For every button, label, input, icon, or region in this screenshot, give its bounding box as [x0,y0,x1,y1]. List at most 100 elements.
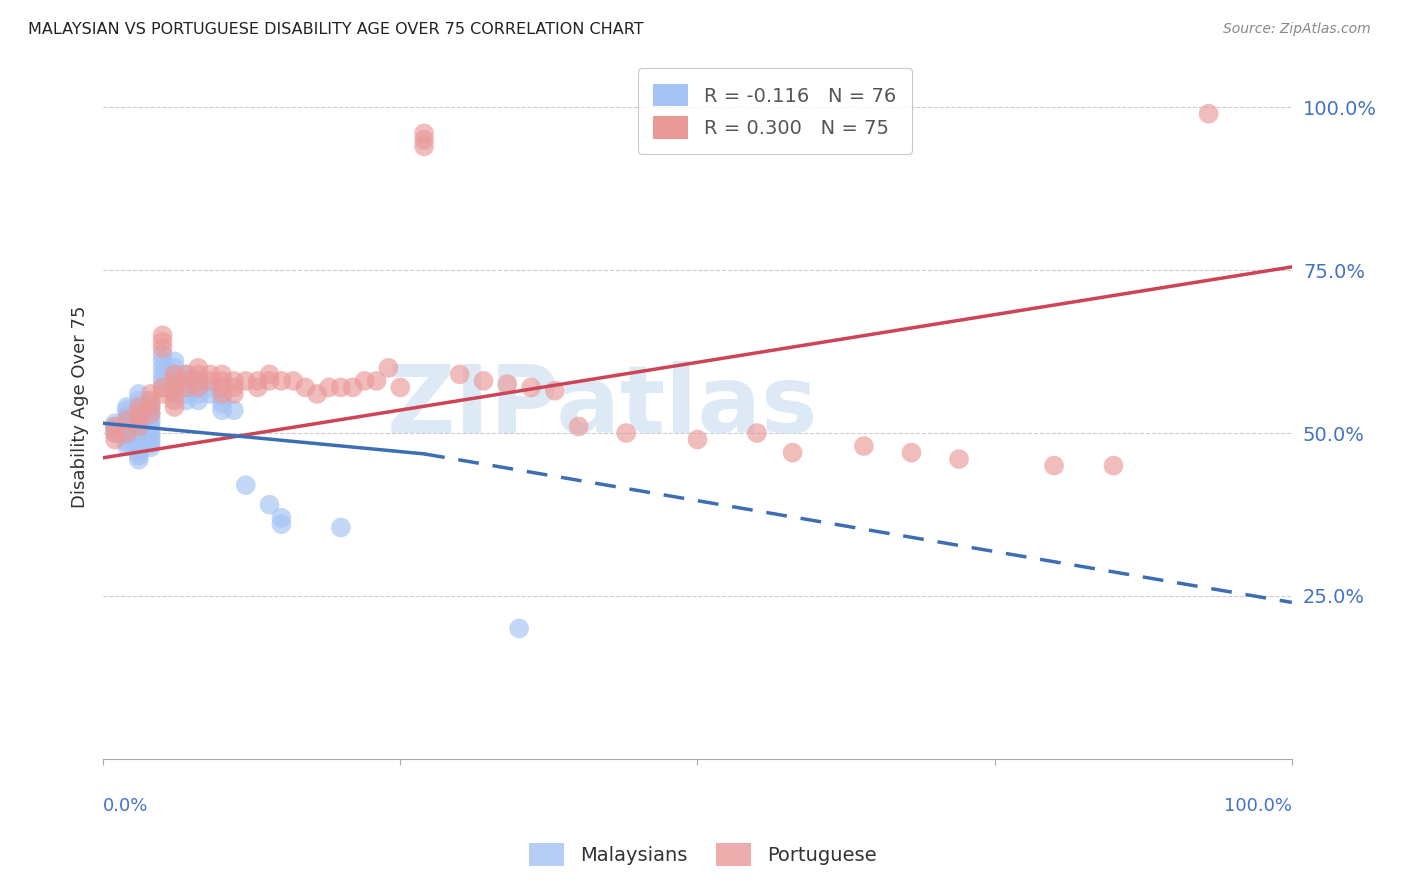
Point [115,411,138,425]
Point [128,400,150,414]
Point [568,419,591,434]
Point [139,425,162,439]
Point [176,374,198,388]
Point [211,368,233,382]
Point [176,368,198,382]
Point [128,399,150,413]
Point [259,498,281,512]
Point [115,408,138,422]
Text: 100.0%: 100.0% [1223,797,1292,815]
Point [104,433,127,447]
Point [128,430,150,444]
Point [104,423,127,437]
Point [139,421,162,435]
Point [139,401,162,416]
Point [211,390,233,404]
Point [222,380,245,394]
Point [187,360,209,375]
Point [115,403,138,417]
Y-axis label: Disability Age Over 75: Disability Age Over 75 [72,306,89,508]
Point [139,400,162,414]
Point [163,387,186,401]
Point [211,403,233,417]
Point [413,139,436,153]
Point [128,413,150,427]
Point [198,374,221,388]
Point [128,393,150,408]
Point [139,407,162,421]
Point [329,520,352,534]
Text: 0.0%: 0.0% [103,797,149,815]
Point [115,439,138,453]
Point [128,449,150,463]
Point [270,374,292,388]
Point [211,387,233,401]
Point [163,387,186,401]
Point [152,354,174,368]
Point [472,374,495,388]
Point [152,341,174,355]
Point [211,397,233,411]
Point [948,452,970,467]
Point [115,427,138,442]
Point [235,374,257,388]
Point [163,368,186,382]
Point [128,407,150,421]
Point [1198,107,1220,121]
Point [163,393,186,408]
Point [104,416,127,430]
Point [259,368,281,382]
Point [163,354,186,368]
Point [187,368,209,382]
Point [211,380,233,394]
Point [389,380,412,394]
Point [413,133,436,147]
Point [508,622,530,636]
Point [128,445,150,459]
Point [413,126,436,140]
Point [128,410,150,425]
Legend: Malaysians, Portuguese: Malaysians, Portuguese [522,835,884,873]
Point [176,387,198,401]
Point [187,374,209,388]
Point [152,328,174,343]
Point [307,387,329,401]
Point [686,433,709,447]
Point [139,387,162,401]
Point [104,419,127,434]
Point [342,380,364,394]
Point [128,419,150,434]
Point [187,387,209,401]
Point [176,380,198,394]
Point [152,374,174,388]
Point [163,380,186,394]
Point [163,380,186,394]
Point [294,380,316,394]
Point [115,435,138,450]
Point [115,424,138,438]
Point [852,439,875,453]
Point [163,374,186,388]
Point [187,380,209,394]
Point [139,416,162,430]
Point [270,510,292,524]
Text: ZIPatlas: ZIPatlas [387,361,818,453]
Point [104,419,127,434]
Point [176,374,198,388]
Point [152,348,174,362]
Point [152,387,174,401]
Point [115,400,138,414]
Point [222,374,245,388]
Point [222,403,245,417]
Point [176,393,198,408]
Point [544,384,567,398]
Point [163,374,186,388]
Point [139,441,162,455]
Point [115,425,138,440]
Point [128,452,150,467]
Point [139,407,162,421]
Point [139,393,162,408]
Point [1102,458,1125,473]
Point [329,380,352,394]
Point [163,360,186,375]
